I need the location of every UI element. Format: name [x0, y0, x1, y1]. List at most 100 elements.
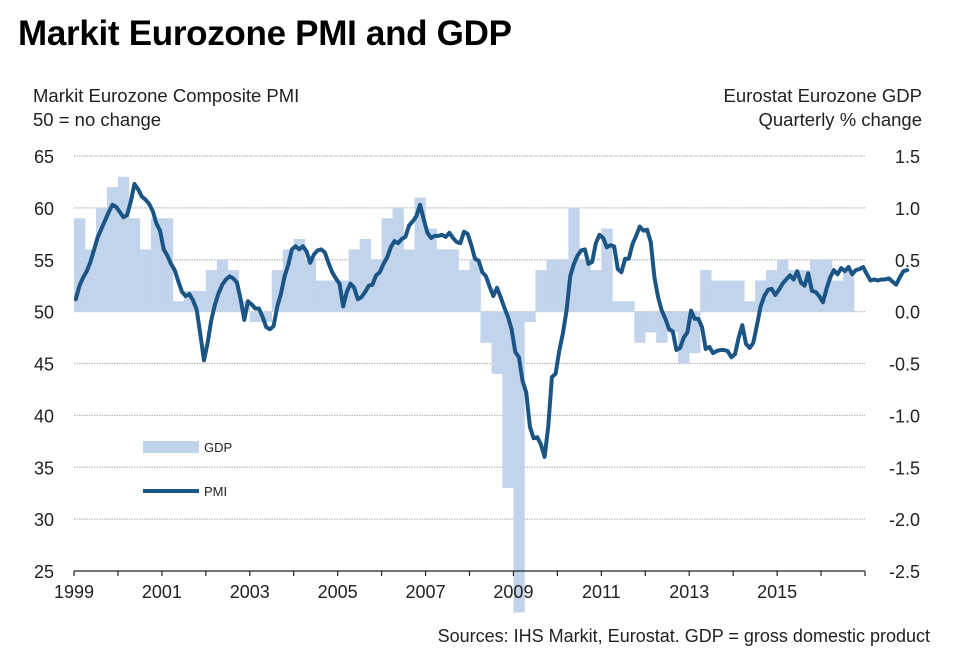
gdp-bar	[304, 259, 316, 312]
gdp-bar	[150, 218, 163, 312]
gdp-bar	[315, 280, 327, 312]
axes: 65 60 55 50 45 40 35 30 25 1.5 1.0 0.5 0.0 -0.5 -1.0 -1…	[34, 147, 920, 602]
pmi-line	[73, 182, 910, 459]
gdp-bar	[436, 249, 448, 312]
gdp-bar	[700, 270, 712, 312]
y-left-tick-label: 55	[34, 251, 54, 271]
gdp-bar	[194, 290, 207, 312]
gdp-bar	[557, 259, 569, 312]
gdp-bar	[788, 270, 800, 312]
gdp-bar	[579, 259, 591, 312]
gdp-bar	[95, 207, 108, 312]
source-note: Sources: IHS Markit, Eurostat. GDP = gro…	[437, 626, 930, 646]
gdp-bar	[755, 280, 767, 312]
legend-gdp-label: GDP	[204, 440, 232, 455]
gdp-bar	[74, 218, 86, 312]
gdp-bar	[172, 301, 185, 312]
x-tick-label: 2005	[318, 582, 358, 602]
gdp-bar	[238, 301, 251, 312]
y-left-tick-label: 65	[34, 147, 54, 167]
gdp-bar	[282, 249, 295, 312]
right-axis-title: Eurostat Eurozone GDP Quarterly % change	[724, 84, 922, 132]
legend-gdp-swatch	[143, 441, 199, 453]
gdp-bar	[128, 218, 141, 312]
y-right-tick-label: 0.0	[895, 303, 920, 323]
gdp-bar	[249, 311, 262, 323]
gdp-bar	[447, 249, 459, 312]
gdp-bar	[491, 311, 503, 374]
gdp-bar	[139, 249, 152, 312]
x-tick-label: 2009	[493, 582, 533, 602]
gdp-bar	[843, 270, 855, 312]
y-right-tick-label: -0.5	[889, 355, 920, 375]
gdp-bar	[414, 197, 426, 312]
y-right-tick-label: 0.5	[895, 251, 920, 271]
gdp-bar	[326, 280, 338, 312]
y-right-tick-label: 1.0	[895, 199, 920, 219]
gdp-bar	[392, 207, 404, 312]
y-right-tick-label: -1.0	[889, 406, 920, 426]
gdp-bar	[359, 239, 371, 312]
gdp-bar	[271, 270, 284, 312]
x-tick-label: 2003	[230, 582, 270, 602]
gdp-bar	[260, 311, 273, 323]
y-right-tick-label: -2.0	[889, 510, 920, 530]
x-tick-label: 2013	[669, 582, 709, 602]
gdp-bar	[744, 301, 756, 312]
right-axis-title-line1: Eurostat Eurozone GDP	[723, 85, 922, 106]
gdp-bar	[535, 270, 547, 312]
y-left-tick-label: 45	[34, 355, 54, 375]
gdp-bar	[524, 311, 536, 323]
gdp-bar	[656, 311, 668, 343]
gdp-bar	[689, 311, 701, 354]
gdp-bar	[513, 311, 525, 613]
gdp-bar	[84, 249, 97, 312]
x-tick-label: 2001	[142, 582, 182, 602]
gdp-bar	[711, 280, 723, 312]
y-left-tick-label: 40	[34, 406, 54, 426]
y-left-tick-label: 30	[34, 510, 54, 530]
gdp-bar	[227, 270, 240, 312]
legend-pmi-label: PMI	[204, 484, 227, 499]
gdp-bar	[546, 259, 558, 312]
y-left-tick-label: 35	[34, 458, 54, 478]
gdp-bar	[293, 239, 306, 312]
x-tick-label: 2011	[582, 582, 621, 602]
gdp-bar	[480, 311, 492, 343]
gdp-bar	[117, 176, 130, 312]
gdp-bar	[348, 249, 360, 312]
gdp-bar	[810, 259, 822, 312]
gdp-bar	[733, 280, 745, 312]
x-tick-label: 2007	[406, 582, 446, 602]
gdp-bar	[425, 228, 437, 312]
y-right-tick-label: -1.5	[889, 458, 920, 478]
y-right-tick-label: 1.5	[895, 147, 920, 167]
y-left-tick-label: 50	[34, 303, 54, 323]
pmi-line-group	[73, 182, 910, 459]
gdp-bar	[370, 259, 382, 312]
y-left-tick-label: 60	[34, 199, 54, 219]
legend: GDP PMI	[143, 440, 232, 499]
gdp-bar	[381, 218, 393, 312]
left-axis-title: Markit Eurozone Composite PMI 50 = no ch…	[33, 84, 299, 132]
gdp-bar	[623, 301, 635, 312]
x-tick-label: 1999	[54, 582, 94, 602]
gdp-bar	[205, 270, 218, 312]
gdp-bar	[667, 311, 679, 333]
x-tick-label: 2015	[757, 582, 797, 602]
gdp-bar	[832, 280, 844, 312]
gdp-bar	[722, 280, 734, 312]
gdp-bar	[458, 270, 470, 312]
gdp-bar	[403, 249, 415, 312]
y-right-tick-label: -2.5	[889, 562, 920, 582]
gdp-bar	[161, 218, 174, 312]
gdp-bar	[183, 290, 196, 312]
gdp-bar	[645, 311, 657, 333]
y-left-tick-label: 25	[34, 562, 54, 582]
gdp-bar	[590, 270, 602, 312]
gdp-bar	[601, 228, 613, 312]
gdp-bar	[469, 259, 481, 312]
gdp-bars	[74, 176, 855, 613]
gdp-bar	[106, 187, 119, 312]
